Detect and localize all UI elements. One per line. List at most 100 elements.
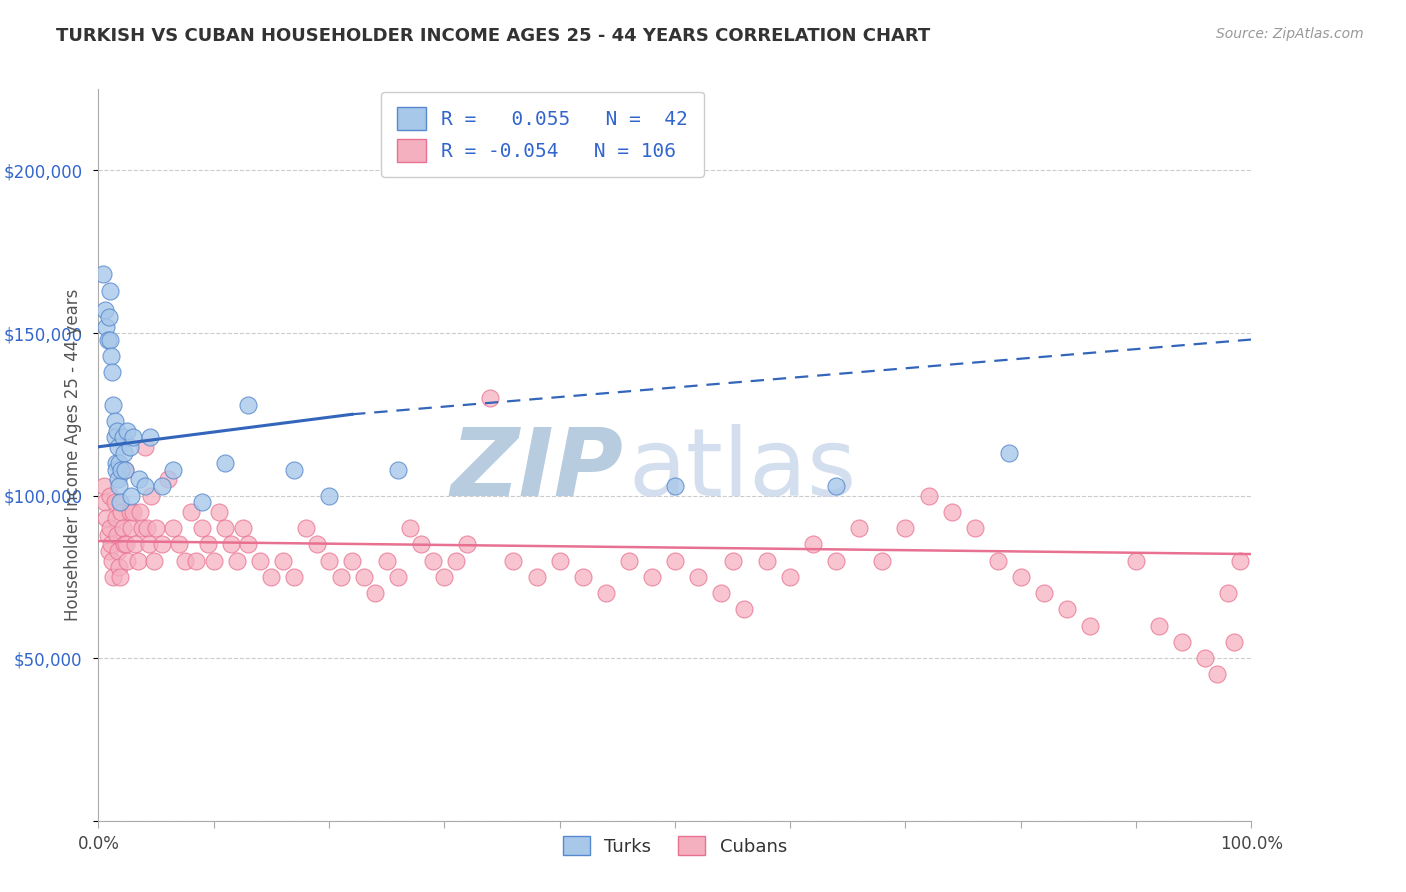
Point [118, 505, 141, 519]
Point [1032, 586, 1054, 600]
Point [1223, 635, 1246, 649]
Point [93, 479, 115, 493]
Point [502, 553, 524, 567]
Point [617, 553, 640, 567]
Point [162, 521, 184, 535]
Point [872, 553, 894, 567]
Point [104, 456, 127, 470]
Point [186, 553, 208, 567]
Point [122, 505, 145, 519]
Point [110, 570, 132, 584]
Point [1147, 618, 1170, 632]
Point [142, 553, 165, 567]
Point [110, 505, 132, 519]
Point [329, 570, 352, 584]
Point [138, 537, 160, 551]
Point [134, 479, 156, 493]
Point [375, 553, 398, 567]
Point [1229, 553, 1251, 567]
Point [101, 365, 124, 379]
Point [94, 303, 117, 318]
Point [141, 489, 163, 503]
Point [111, 430, 134, 444]
Point [100, 537, 122, 551]
Point [353, 570, 375, 584]
Point [91, 268, 114, 282]
Point [107, 472, 129, 486]
Point [387, 462, 409, 476]
Point [214, 521, 236, 535]
Point [825, 479, 848, 493]
Text: TURKISH VS CUBAN HOUSEHOLDER INCOME AGES 25 - 44 YEARS CORRELATION CHART: TURKISH VS CUBAN HOUSEHOLDER INCOME AGES… [56, 27, 931, 45]
Point [848, 521, 870, 535]
Point [721, 553, 744, 567]
Point [238, 537, 260, 551]
Point [1078, 618, 1101, 632]
Point [167, 537, 190, 551]
Point [191, 521, 214, 535]
Point [120, 521, 142, 535]
Point [208, 505, 231, 519]
Text: ZIP: ZIP [450, 424, 623, 516]
Point [129, 505, 152, 519]
Point [191, 495, 214, 509]
Point [103, 398, 125, 412]
Point [1194, 651, 1216, 665]
Point [118, 440, 141, 454]
Point [998, 446, 1021, 460]
Point [135, 521, 157, 535]
Point [117, 553, 139, 567]
Point [115, 537, 138, 551]
Point [1056, 602, 1078, 616]
Point [456, 537, 478, 551]
Point [422, 553, 444, 567]
Y-axis label: Householder Income Ages 25 - 44 years: Householder Income Ages 25 - 44 years [63, 289, 82, 621]
Point [307, 537, 329, 551]
Point [1218, 586, 1240, 600]
Point [271, 553, 294, 567]
Point [124, 537, 146, 551]
Point [283, 570, 305, 584]
Point [917, 489, 939, 503]
Point [120, 489, 142, 503]
Point [318, 489, 340, 503]
Point [225, 553, 247, 567]
Point [318, 553, 340, 567]
Point [139, 430, 162, 444]
Point [202, 553, 225, 567]
Point [101, 553, 124, 567]
Point [131, 521, 153, 535]
Point [145, 521, 167, 535]
Point [197, 537, 219, 551]
Point [295, 521, 318, 535]
Point [238, 398, 260, 412]
Point [104, 511, 127, 525]
Point [571, 570, 593, 584]
Point [150, 479, 173, 493]
Point [103, 430, 125, 444]
Point [411, 537, 433, 551]
Point [180, 505, 202, 519]
Point [103, 414, 125, 428]
Point [1205, 667, 1227, 681]
Point [664, 479, 686, 493]
Point [156, 472, 179, 486]
Point [641, 570, 664, 584]
Point [779, 570, 801, 584]
Point [987, 553, 1010, 567]
Point [941, 505, 963, 519]
Point [162, 462, 184, 476]
Point [96, 511, 118, 525]
Point [108, 479, 131, 493]
Point [433, 570, 456, 584]
Point [112, 537, 135, 551]
Point [174, 553, 197, 567]
Point [103, 495, 125, 509]
Point [1010, 570, 1032, 584]
Point [710, 586, 733, 600]
Point [104, 462, 127, 476]
Point [444, 553, 467, 567]
Point [108, 560, 131, 574]
Point [97, 310, 120, 324]
Point [127, 553, 149, 567]
